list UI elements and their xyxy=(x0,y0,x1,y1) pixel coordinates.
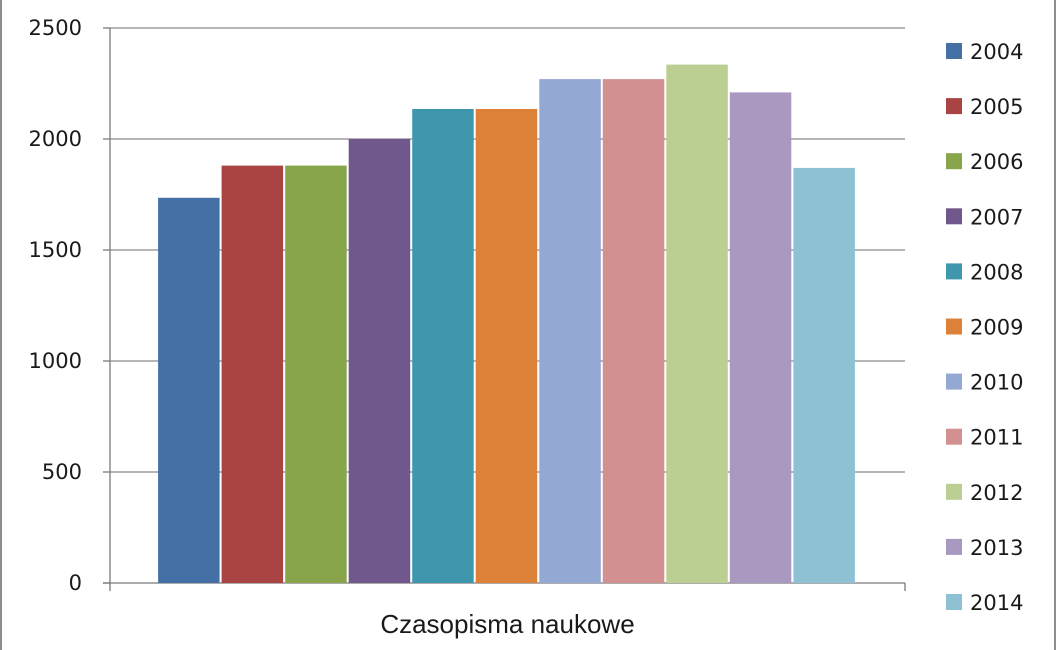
y-tick-label: 1500 xyxy=(29,238,82,262)
y-tick-label: 2500 xyxy=(29,16,82,40)
bars xyxy=(158,64,855,584)
legend-label-2008: 2008 xyxy=(970,260,1023,284)
legend: 2004 2005 2006 2007 2008 2009 2010 2011 2012 2013… xyxy=(946,40,1023,615)
legend-label-2011: 2011 xyxy=(970,426,1023,450)
legend-label-2006: 2006 xyxy=(970,150,1023,174)
frame-left-edge xyxy=(0,0,2,650)
category-label: Czasopisma naukowe xyxy=(380,609,634,639)
bar-2007 xyxy=(348,139,411,583)
bar-2006 xyxy=(285,165,347,583)
legend-swatch-2007 xyxy=(946,208,962,225)
y-tick-labels: 0 500 1000 1500 2000 2500 xyxy=(29,16,82,595)
legend-label-2013: 2013 xyxy=(970,536,1023,560)
legend-label-2005: 2005 xyxy=(970,95,1023,119)
legend-swatch-2004 xyxy=(946,43,962,59)
y-tick-label: 2000 xyxy=(29,127,82,151)
bar-2009 xyxy=(475,109,538,583)
bar-2008 xyxy=(412,109,474,583)
legend-swatch-2008 xyxy=(946,263,962,280)
bar-2011 xyxy=(602,79,665,583)
y-tick-label: 1000 xyxy=(29,349,82,373)
legend-swatch-2010 xyxy=(946,373,962,390)
y-tick-label: 500 xyxy=(42,460,82,484)
category-labels: Czasopisma naukowe xyxy=(380,609,634,639)
legend-label-2007: 2007 xyxy=(970,205,1023,229)
bar-2010 xyxy=(539,79,601,583)
legend-label-2004: 2004 xyxy=(970,40,1023,64)
bar-2014 xyxy=(793,167,855,583)
legend-label-2009: 2009 xyxy=(970,316,1023,340)
frame-right-edge xyxy=(1054,0,1056,650)
legend-swatch-2005 xyxy=(946,98,962,115)
legend-swatch-2012 xyxy=(946,483,962,500)
bar-2013 xyxy=(729,92,792,584)
legend-swatch-2013 xyxy=(946,538,962,555)
legend-label-2012: 2012 xyxy=(970,481,1023,505)
bar-2005 xyxy=(221,165,284,583)
legend-label-2014: 2014 xyxy=(970,591,1023,615)
bar-2012 xyxy=(666,64,728,584)
legend-swatch-2011 xyxy=(946,428,962,445)
legend-swatch-2006 xyxy=(946,153,962,170)
legend-label-2010: 2010 xyxy=(970,371,1023,395)
bar-2004 xyxy=(158,197,220,584)
y-tick-label: 0 xyxy=(69,571,82,595)
legend-swatch-2009 xyxy=(946,318,962,335)
legend-swatch-2014 xyxy=(946,594,962,610)
